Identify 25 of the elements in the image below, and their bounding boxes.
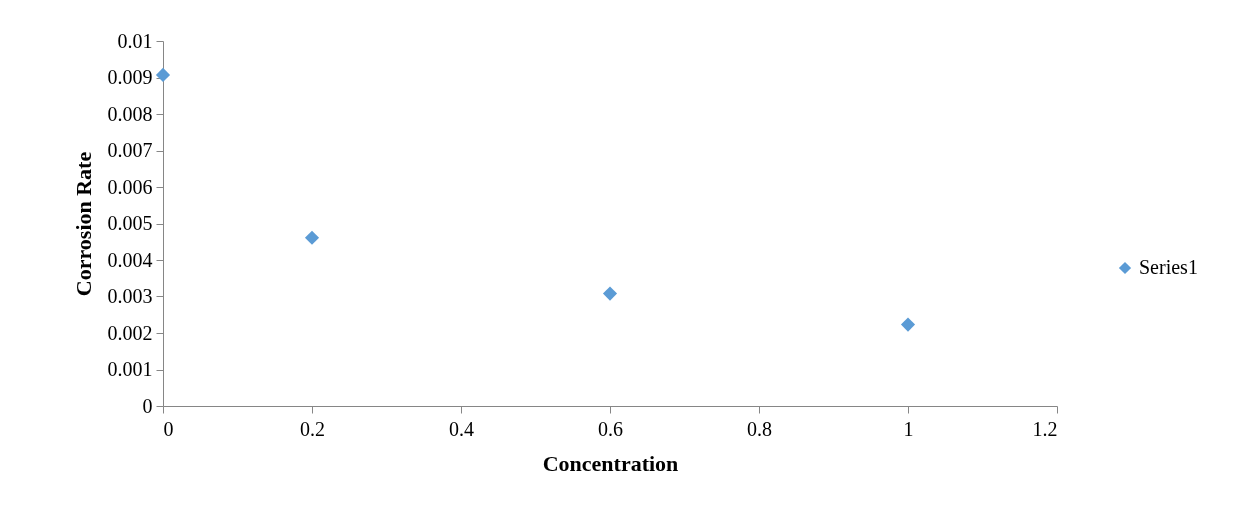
point: [155, 67, 171, 83]
legend-label: Series1: [1139, 256, 1198, 278]
y-tick-label: 0.005: [107, 212, 153, 234]
x-tick-label: 0.8: [747, 417, 772, 440]
y-tick-label: 0.004: [107, 248, 153, 271]
x-tick-label: 0: [163, 417, 174, 440]
y-tick-label: 0.01: [117, 29, 153, 52]
y-tick-label: 0.009: [107, 66, 153, 88]
point: [900, 317, 916, 332]
x-tick-label: 1: [903, 417, 914, 440]
x-tick-label: 0.2: [300, 417, 325, 440]
y-axis-title: Corrosion Rate: [70, 151, 96, 297]
point: [304, 230, 320, 245]
x-tick-label: 0.6: [598, 417, 623, 440]
x-axis-title: Concentration: [542, 450, 679, 476]
y-tick-label: 0.002: [107, 321, 153, 344]
y-tick-label: 0.006: [107, 175, 153, 198]
y-tick-label: 0: [142, 394, 153, 417]
x-tick-label: 1.2: [1032, 417, 1058, 440]
y-tick-label: 0.003: [107, 285, 153, 307]
point: [602, 286, 618, 301]
y-tick-label: 0.001: [107, 358, 153, 380]
y-tick-label: 0.008: [107, 102, 153, 125]
x-tick-label: 0.4: [449, 417, 474, 440]
y-tick-label: 0.007: [107, 139, 153, 161]
